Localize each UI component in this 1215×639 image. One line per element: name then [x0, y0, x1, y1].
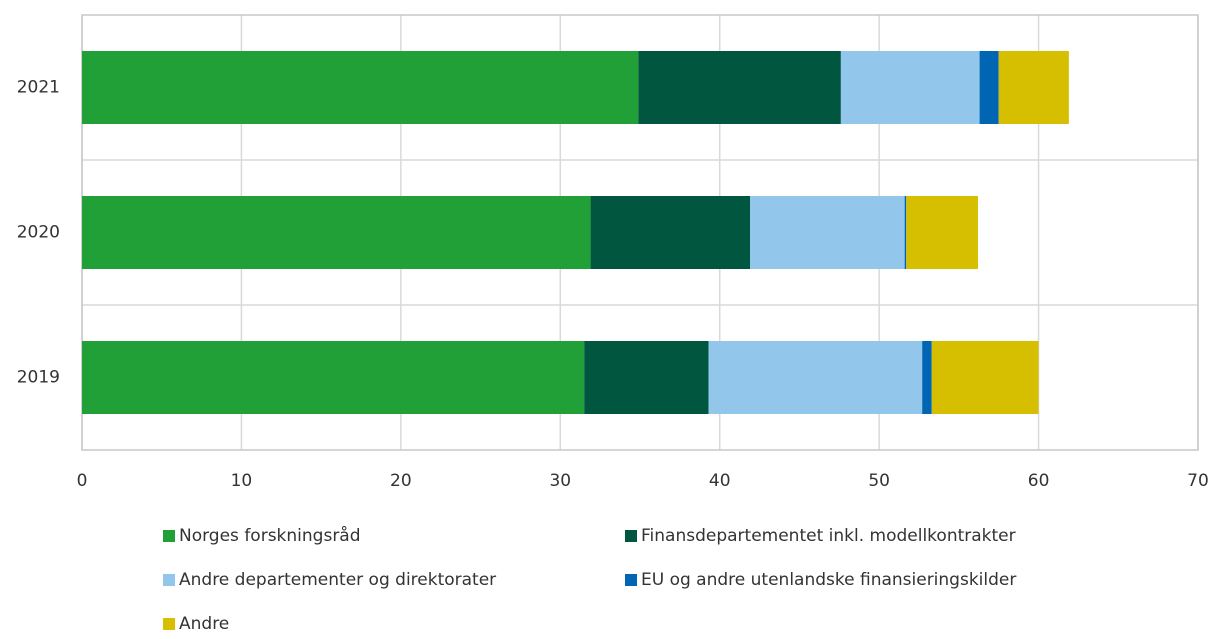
legend-label: EU og andre utenlandske finansieringskil…	[641, 570, 1016, 590]
legend-swatch	[163, 530, 175, 542]
x-tick-label: 30	[549, 471, 571, 491]
bar-segment	[998, 51, 1069, 124]
bar-segment	[750, 196, 905, 269]
legend-swatch	[163, 618, 175, 630]
legend-label: Norges forskningsråd	[179, 525, 361, 546]
bar-segment	[840, 51, 980, 124]
legend-label: Andre departementer og direktorater	[179, 570, 496, 590]
bar-segment	[584, 341, 709, 414]
bar-segment	[979, 51, 999, 124]
bar-segment	[82, 51, 639, 124]
bar-segment	[82, 196, 591, 269]
bar-segment	[922, 341, 932, 414]
legend-swatch	[625, 574, 637, 586]
y-tick-label: 2019	[17, 368, 60, 388]
x-tick-label: 70	[1187, 471, 1209, 491]
x-tick-label: 10	[231, 471, 253, 491]
y-tick-label: 2020	[17, 223, 60, 243]
bar-segment	[906, 196, 978, 269]
x-tick-label: 50	[868, 471, 890, 491]
legend-swatch	[163, 574, 175, 586]
bar-segment	[708, 341, 923, 414]
x-tick-label: 0	[77, 471, 88, 491]
bar-segment	[904, 196, 907, 269]
bar-segment	[82, 341, 585, 414]
bar-segment	[590, 196, 751, 269]
bar-segment	[931, 341, 1039, 414]
legend-label: Andre	[179, 614, 229, 634]
x-tick-label: 60	[1028, 471, 1050, 491]
x-tick-label: 20	[390, 471, 412, 491]
y-tick-label: 2021	[17, 78, 60, 98]
bar-segment	[638, 51, 841, 124]
legend-swatch	[625, 530, 637, 542]
x-tick-label: 40	[709, 471, 731, 491]
legend-label: Finansdepartementet inkl. modellkontrakt…	[641, 526, 1016, 546]
